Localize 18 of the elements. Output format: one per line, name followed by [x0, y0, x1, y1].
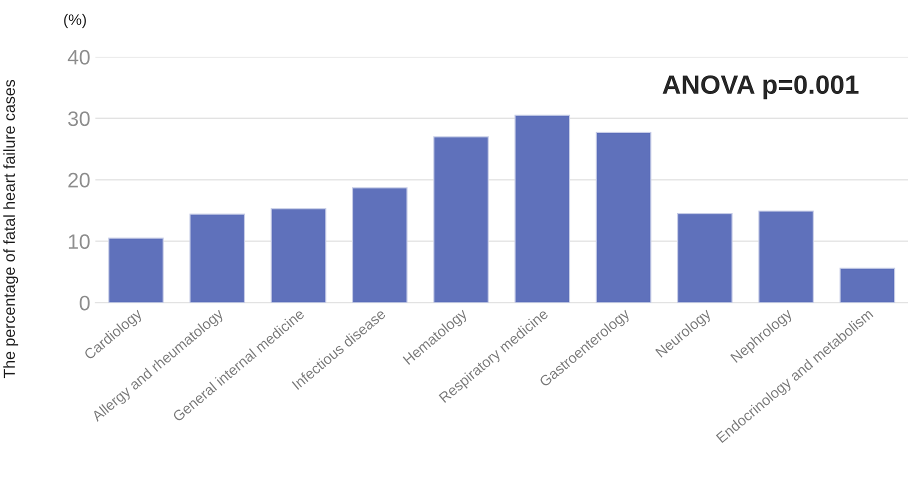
y-tick-label: 40 [68, 50, 90, 65]
y-tick-label: 0 [80, 296, 90, 310]
bar [352, 187, 408, 303]
annotation: ANOVA p=0.001 [662, 75, 859, 100]
bar [270, 208, 326, 303]
bar [840, 268, 896, 303]
y-axis-title: The percentage of fatal heart failure cases [3, 80, 18, 378]
bar [514, 114, 570, 303]
y-tick-label: 30 [68, 111, 90, 126]
text: (%) [64, 14, 86, 28]
bar [433, 136, 489, 303]
bar [189, 214, 246, 303]
bar [596, 132, 652, 303]
y-tick-label: 10 [68, 234, 90, 249]
bar [677, 213, 733, 303]
bar [108, 238, 164, 303]
bar [758, 210, 814, 303]
y-tick-label: 20 [68, 172, 90, 188]
